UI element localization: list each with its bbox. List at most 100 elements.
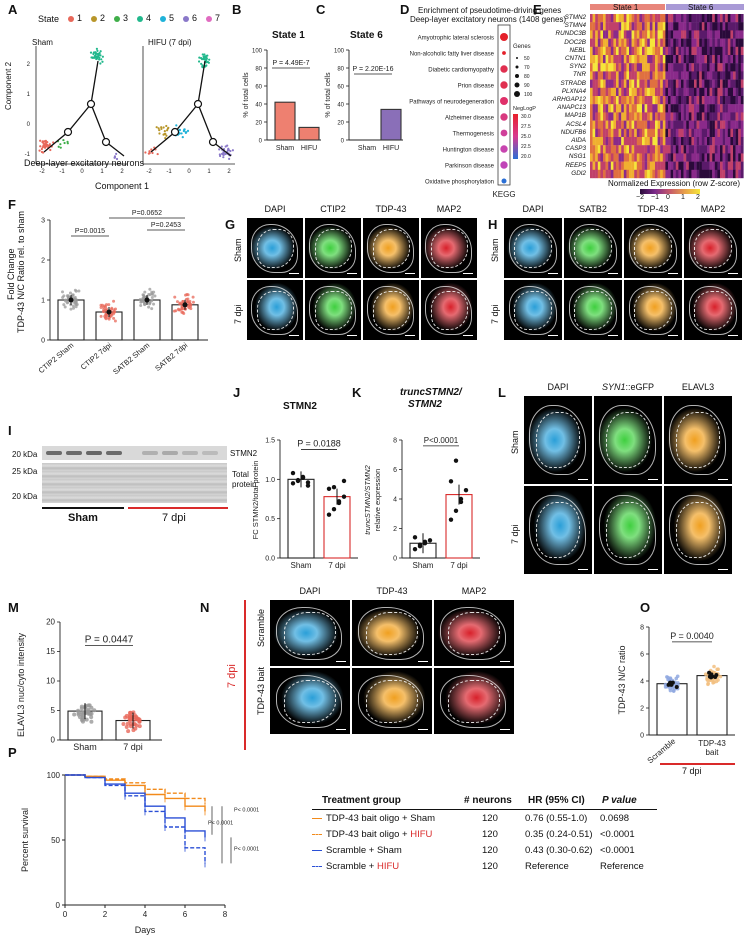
e-cell (717, 145, 721, 154)
h-grid-cell-outline (628, 286, 678, 335)
e-cell (714, 145, 718, 154)
e-cell (675, 169, 679, 179)
a-xtick-hifu: 1 (207, 169, 211, 175)
p-xtick-label: 6 (183, 910, 188, 919)
e-cell (709, 79, 713, 88)
p-series-3 (65, 774, 206, 864)
e-cell (720, 153, 723, 162)
a-cell-hifu (207, 61, 210, 64)
n-grid-col-label: TDP-43 (376, 586, 408, 596)
e-cell (629, 63, 632, 72)
b-svg-ytick-label: 20 (255, 121, 262, 127)
e-cell (657, 145, 661, 154)
j-svg-ytick-label: 1.0 (265, 477, 275, 484)
e-cell (605, 22, 609, 31)
e-cell (621, 137, 624, 146)
e-cell (631, 145, 635, 154)
e-cell (696, 71, 700, 80)
e-cell (649, 87, 653, 97)
e-gene-label: NDUFB6 (560, 128, 586, 136)
e-cell (683, 30, 687, 39)
d-genes-dot (515, 74, 519, 78)
f-point-0 (62, 303, 66, 307)
h-grid-scalebar (548, 272, 558, 274)
e-cell (662, 38, 666, 47)
k-point-0 (417, 542, 423, 547)
e-cell (642, 137, 645, 146)
e-cell (595, 137, 598, 146)
e-cell (603, 128, 606, 138)
b-svg-category: HIFU (301, 145, 317, 152)
e-cell (681, 22, 684, 31)
e-cell (662, 137, 666, 146)
panel-label-b: B (232, 2, 242, 17)
p-row-line-2 (312, 850, 322, 851)
e-cell (694, 120, 697, 129)
a-cell-sham (89, 51, 93, 54)
e-cell (610, 38, 614, 47)
e-cell (621, 169, 624, 179)
l-grid-cell-outline (669, 494, 726, 566)
e-cell (735, 22, 739, 31)
p-row-line-3 (312, 866, 322, 867)
e-cell (678, 79, 682, 88)
e-cell (740, 38, 744, 47)
e-cell (616, 71, 619, 80)
e-cell (631, 55, 635, 64)
e-cell (610, 161, 614, 170)
e-cell (738, 169, 741, 179)
k-point-1 (453, 458, 459, 463)
e-cell (730, 30, 734, 39)
e-cell (681, 55, 684, 64)
b-svg-ytick-label: 40 (255, 103, 262, 109)
a-cell-sham (115, 157, 119, 161)
e-cell (699, 71, 702, 80)
e-cell (696, 128, 700, 138)
e-cell (662, 104, 666, 113)
e-cell (629, 137, 632, 146)
e-cell (709, 87, 713, 97)
e-cell (696, 63, 700, 72)
e-cell (623, 55, 627, 64)
o-mean-point-0 (669, 682, 674, 687)
e-cell (636, 96, 640, 105)
e-legend-tick: 1 (681, 194, 685, 201)
e-cell (696, 120, 700, 129)
a-cell-sham (94, 51, 97, 54)
e-cell (608, 55, 611, 64)
e-cell (655, 79, 658, 88)
e-cell (613, 137, 617, 146)
a-cell-sham (39, 145, 42, 148)
e-cell (649, 71, 653, 80)
h-grid-cell-outline (628, 224, 678, 273)
a-cell-sham (99, 62, 102, 65)
e-cell (699, 169, 702, 179)
e-cell (696, 96, 700, 105)
l-grid-scalebar (718, 568, 728, 570)
e-cell (613, 87, 617, 97)
e-cell (681, 145, 684, 154)
j-point-0 (305, 480, 311, 485)
e-cell (691, 169, 695, 179)
e-cell (613, 38, 617, 47)
l-grid-scalebar (578, 478, 588, 480)
e-cell (686, 145, 689, 154)
e-cell (597, 128, 601, 138)
e-cell (738, 14, 741, 23)
e-cell (665, 145, 669, 154)
e-cell (686, 120, 689, 129)
e-cell (590, 153, 593, 162)
o-mean-point-1 (707, 674, 712, 679)
e-cell (652, 161, 656, 170)
e-gene-label: RUNDC3B (555, 30, 586, 38)
a-legend-num-6: 6 (192, 13, 198, 23)
e-cell (699, 46, 702, 56)
a-legend-num-5: 5 (169, 13, 175, 23)
e-cell (600, 22, 604, 31)
e-cell (626, 120, 630, 129)
p-row-n-1: 120 (482, 829, 498, 840)
e-cell (714, 128, 718, 138)
l-grid-tile (664, 396, 732, 484)
e-cell (717, 38, 721, 47)
l-grid-scalebar (578, 568, 588, 570)
